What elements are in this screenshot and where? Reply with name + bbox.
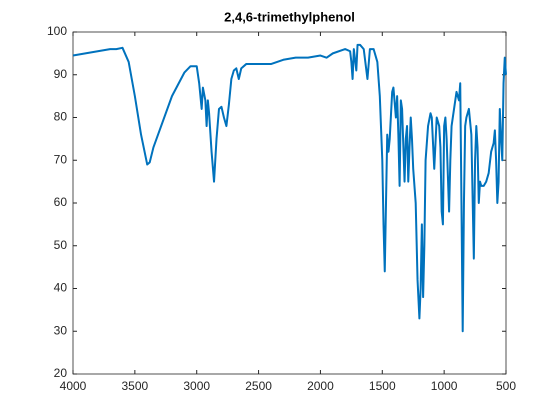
y-tick-label: 50	[54, 238, 68, 252]
x-tick-label: 2000	[307, 379, 334, 393]
y-tick-label: 40	[54, 281, 68, 295]
x-tick-label: 2500	[245, 379, 272, 393]
y-tick-label: 80	[54, 110, 68, 124]
plot-area	[72, 31, 507, 375]
y-tick-label: 60	[54, 195, 68, 209]
spectrum-line	[72, 43, 507, 333]
x-tick-label: 1000	[431, 379, 458, 393]
chart-title: 2,4,6-trimethylphenol	[224, 9, 355, 24]
x-tick-label: 3500	[122, 379, 149, 393]
x-tick-label: 3000	[183, 379, 210, 393]
x-tick-label: 1500	[369, 379, 396, 393]
y-tick-label: 30	[54, 323, 68, 337]
y-tick-label: 100	[47, 24, 67, 38]
y-tick-label: 20	[54, 366, 68, 380]
y-tick-label: 90	[54, 67, 68, 81]
x-tick-label: 500	[496, 379, 516, 393]
x-tick-label: 4000	[60, 379, 87, 393]
y-tick-label: 70	[54, 152, 68, 166]
